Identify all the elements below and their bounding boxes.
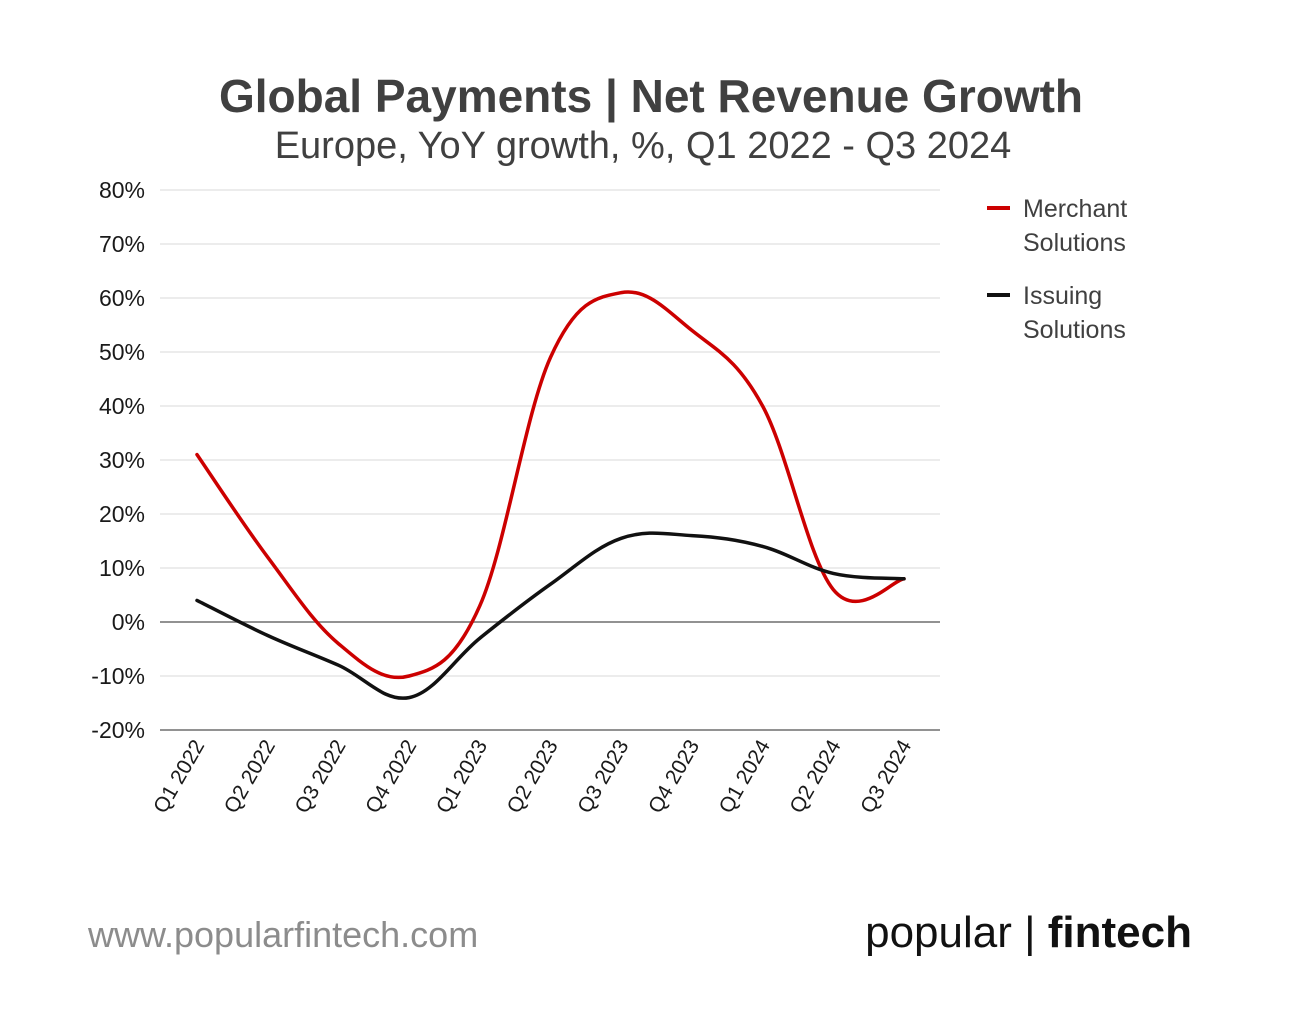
x-tick-label: Q4 2023 [644, 736, 704, 817]
x-tick-label: Q3 2023 [573, 736, 633, 817]
y-tick-label: -20% [91, 717, 145, 743]
legend-merchant-label-1: Merchant [1023, 195, 1127, 223]
chart-subtitle: Europe, YoY growth, %, Q1 2022 - Q3 2024 [275, 125, 1012, 167]
y-tick-label: 0% [112, 609, 145, 635]
y-tick-label: -10% [91, 663, 145, 689]
x-tick-label: Q2 2023 [503, 736, 563, 817]
x-tick-label: Q1 2023 [432, 736, 492, 817]
legend: Merchant Solutions Issuing Solutions [987, 195, 1127, 344]
series-line-issuing-solutions [195, 531, 906, 700]
y-tick-label: 40% [99, 393, 145, 419]
brand-logo: popular | fintech [865, 908, 1192, 957]
x-axis-ticks: Q1 2022 Q2 2022 Q3 2022 Q4 2022 Q1 2023 Q2 20… [149, 736, 916, 818]
chart-title: Global Payments | Net Revenue Growth [219, 70, 1083, 122]
brand-bold: fintech [1048, 908, 1192, 957]
series-line-merchant-solutions [195, 290, 906, 680]
x-tick-label: Q1 2022 [149, 736, 209, 817]
brand-light: popular | [865, 908, 1048, 957]
x-tick-label: Q3 2024 [856, 736, 916, 818]
x-tick-label: Q1 2024 [715, 736, 775, 818]
x-tick-label: Q3 2022 [291, 736, 351, 817]
footer-url: www.popularfintech.com [87, 914, 478, 955]
y-tick-label: 50% [99, 339, 145, 365]
y-axis-ticks: 80% 70% 60% 50% 40% 30% 20% 10% 0% -10% -20% [91, 177, 145, 743]
y-tick-label: 60% [99, 285, 145, 311]
x-tick-label: Q4 2022 [361, 736, 421, 817]
legend-issuing-label-1: Issuing [1023, 282, 1102, 310]
y-tick-label: 10% [99, 555, 145, 581]
x-tick-label: Q2 2022 [220, 736, 280, 817]
y-tick-label: 20% [99, 501, 145, 527]
legend-issuing-label-2: Solutions [1023, 316, 1126, 344]
y-tick-label: 30% [99, 447, 145, 473]
series-lines [195, 290, 906, 700]
gridlines [160, 189, 940, 731]
y-tick-label: 80% [99, 177, 145, 203]
x-tick-label: Q2 2024 [785, 736, 845, 818]
legend-merchant-label-2: Solutions [1023, 229, 1126, 257]
y-tick-label: 70% [99, 231, 145, 257]
